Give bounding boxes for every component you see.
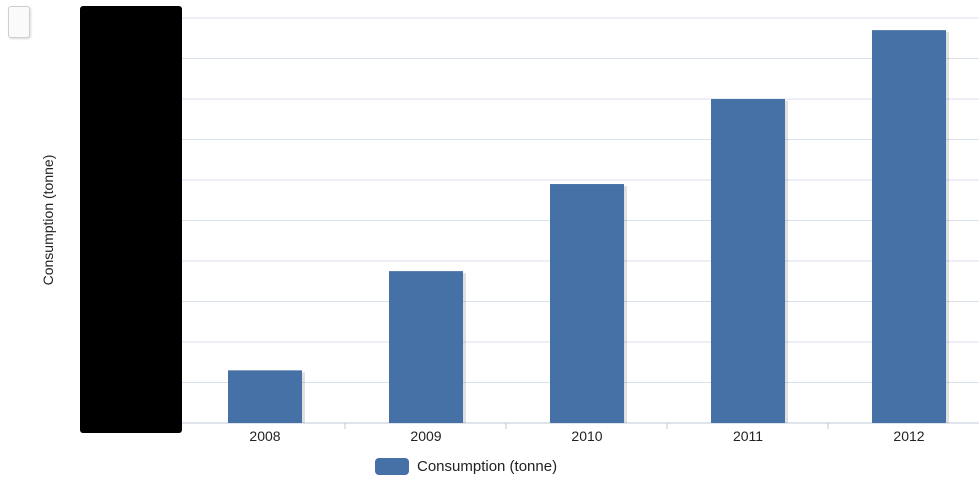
legend-label: Consumption (tonne) [417,458,558,475]
bar-2011[interactable] [711,99,785,423]
bar-2008[interactable] [228,370,302,423]
bar-2010[interactable] [550,184,624,423]
x-tick-label: 2009 [410,428,441,444]
bar-2009[interactable] [389,271,463,423]
x-tick-label: 2012 [893,428,924,444]
x-tick-label: 2010 [571,428,602,444]
corner-control[interactable] [8,6,30,38]
legend-swatch [375,458,409,475]
redacted-y-axis-area [80,6,182,433]
x-tick-label: 2008 [249,428,280,444]
x-tick-label: 2011 [733,428,763,444]
legend[interactable]: Consumption (tonne) [375,458,557,475]
bar-2012[interactable] [872,30,946,424]
